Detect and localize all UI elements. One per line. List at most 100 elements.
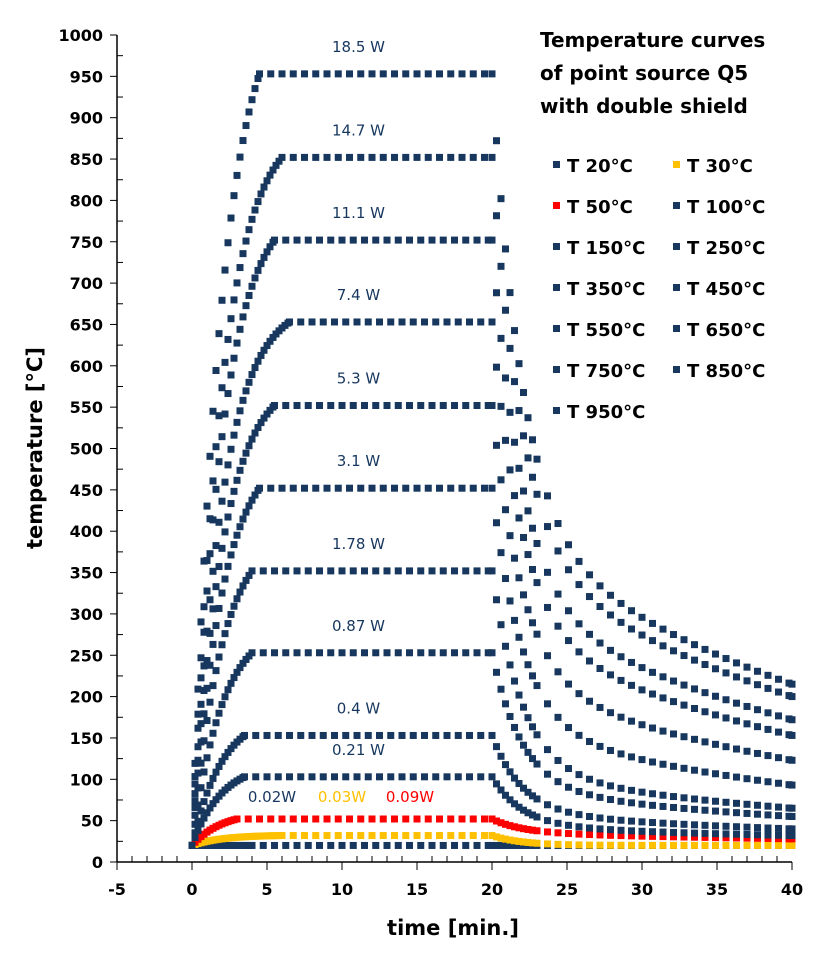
data-point: [353, 731, 361, 739]
data-point: [628, 717, 635, 725]
data-point: [342, 318, 350, 326]
x-tick-label: 25: [556, 880, 578, 899]
data-point: [349, 649, 357, 657]
data-point: [754, 841, 761, 849]
data-point: [215, 458, 223, 466]
data-point: [515, 837, 523, 845]
data-point: [586, 775, 593, 783]
data-point: [775, 803, 782, 811]
data-point: [357, 484, 365, 492]
data-point: [554, 778, 562, 786]
data-point: [194, 743, 202, 751]
data-point: [251, 85, 259, 93]
data-point: [638, 664, 646, 672]
data-point: [212, 622, 220, 630]
data-point: [722, 669, 730, 677]
data-point: [191, 759, 199, 767]
data-point: [286, 731, 293, 739]
data-point: [301, 70, 308, 78]
data-point: [544, 817, 551, 825]
data-point: [596, 814, 604, 822]
data-point: [215, 412, 223, 420]
data-point: [282, 841, 290, 849]
data-point: [565, 783, 572, 791]
data-point: [638, 721, 646, 729]
data-point: [477, 318, 485, 326]
data-point: [271, 649, 278, 657]
data-point: [524, 748, 532, 756]
data-point: [565, 607, 572, 615]
data-point: [323, 153, 331, 161]
data-point: [391, 815, 398, 823]
data-point: [203, 789, 211, 797]
y-tick-label: 750: [70, 233, 103, 252]
data-point: [506, 768, 514, 776]
legend-item: T 50°C: [553, 197, 633, 218]
data-point: [722, 696, 730, 704]
data-point: [221, 575, 229, 583]
data-point: [417, 567, 425, 575]
data-point: [511, 677, 518, 685]
data-point: [466, 731, 473, 739]
data-point: [520, 741, 527, 749]
data-point: [520, 703, 527, 711]
data-point: [649, 668, 656, 676]
data-point: [218, 757, 226, 765]
data-point: [436, 815, 443, 823]
data-point: [586, 571, 593, 579]
data-point: [596, 664, 604, 672]
data-point: [506, 822, 514, 830]
data-point: [236, 407, 244, 415]
data-point: [497, 476, 505, 484]
data-point: [263, 248, 271, 256]
data-point: [554, 668, 562, 676]
legend-marker: [673, 202, 680, 209]
data-point: [649, 637, 656, 645]
y-tick-label: 650: [70, 315, 103, 334]
data-point: [194, 724, 202, 732]
data-point: [224, 513, 232, 521]
data-point: [544, 603, 551, 611]
data-point: [502, 841, 509, 849]
data-point: [413, 832, 421, 840]
y-tick-label: 900: [70, 109, 103, 128]
data-point: [565, 830, 572, 838]
data-point: [511, 327, 518, 335]
data-point: [515, 779, 523, 787]
x-tick-label: 0: [186, 880, 197, 899]
data-point: [469, 484, 477, 492]
data-point: [451, 401, 458, 409]
data-point: [628, 786, 635, 794]
data-point: [191, 773, 199, 781]
data-point: [357, 832, 365, 840]
data-point: [506, 841, 514, 849]
data-point: [775, 779, 782, 787]
data-point: [349, 236, 357, 244]
data-point: [254, 75, 262, 83]
data-point: [346, 153, 353, 161]
data-point: [488, 649, 496, 657]
data-point: [224, 748, 232, 756]
data-point: [754, 667, 761, 675]
data-point: [565, 821, 572, 829]
data-point: [308, 318, 316, 326]
data-point: [233, 668, 241, 676]
data-point: [575, 823, 583, 831]
data-point: [227, 679, 235, 687]
title-line: with double shield: [540, 94, 748, 118]
data-point: [488, 318, 496, 326]
data-point: [520, 648, 527, 656]
data-point: [413, 70, 421, 78]
legend-label: T 100°C: [687, 197, 765, 218]
data-point: [368, 484, 376, 492]
data-point: [203, 502, 211, 510]
data-point: [221, 753, 229, 761]
data-point: [308, 773, 316, 781]
data-point: [197, 720, 205, 728]
power-label: 14.7 W: [332, 121, 385, 139]
data-point: [364, 773, 372, 781]
data-point: [520, 487, 527, 495]
data-point: [409, 318, 417, 326]
data-point: [233, 171, 241, 179]
data-point: [481, 815, 488, 823]
